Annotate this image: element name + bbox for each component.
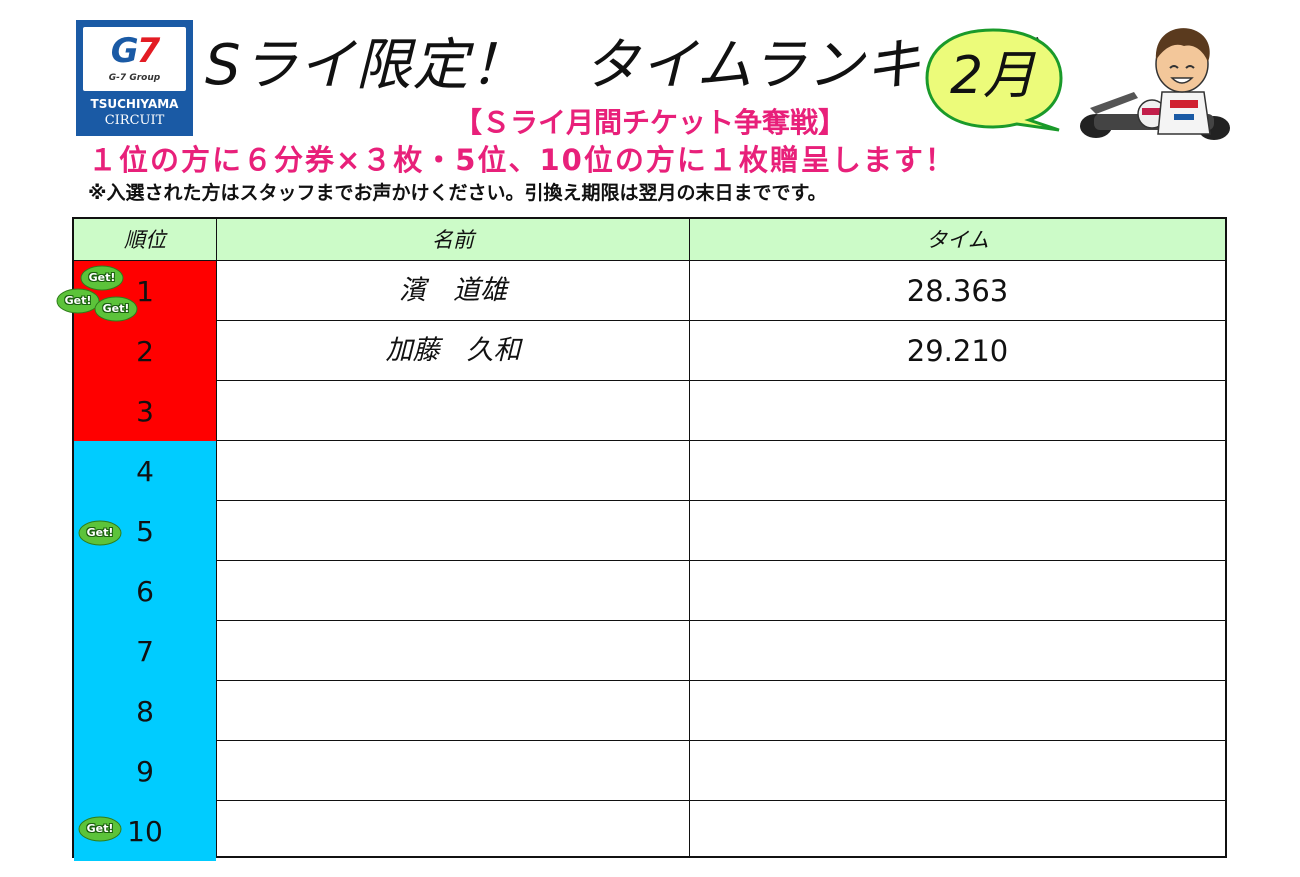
- name-cell: [217, 501, 689, 560]
- rank-cell: 2: [74, 321, 216, 381]
- table-row: 8: [74, 681, 1225, 741]
- time-cell: [690, 681, 1225, 740]
- get-badge: Get!: [78, 520, 122, 546]
- logo-sub: CIRCUIT: [104, 113, 165, 128]
- name-cell: [217, 561, 689, 620]
- ranking-table: 順位 名前 タイム 1 濱 道雄 28.363 2 加藤 久和 29.210 3…: [72, 217, 1227, 861]
- table-row: 1 濱 道雄 28.363: [74, 261, 1225, 321]
- table-row: 5: [74, 501, 1225, 561]
- table-header: 順位 名前 タイム: [74, 219, 1225, 261]
- name-cell: [217, 801, 689, 860]
- get-badge: Get!: [78, 816, 122, 842]
- rank-cell: 4: [74, 441, 216, 501]
- rank-cell: 3: [74, 381, 216, 441]
- rank-cell: 7: [74, 621, 216, 681]
- column-divider: [216, 219, 217, 856]
- name-cell: [217, 621, 689, 680]
- time-cell: [690, 441, 1225, 500]
- name-cell: 加藤 久和: [385, 335, 521, 366]
- speech-bubble-shape: [925, 28, 1063, 132]
- table-row: 10: [74, 801, 1225, 861]
- logo-g7: G7: [110, 31, 161, 71]
- rank-cell: 8: [74, 681, 216, 741]
- get-badge: Get!: [94, 296, 138, 322]
- name-cell: 濱 道雄: [399, 275, 507, 306]
- month-bubble: 2月: [925, 26, 1068, 132]
- time-cell: [690, 801, 1225, 860]
- logo-emblem: G7 G-7 Group: [83, 27, 186, 91]
- time-cell: 29.210: [906, 334, 1009, 368]
- header-time: タイム: [926, 228, 989, 252]
- logo-group-text: G-7 Group: [108, 73, 161, 83]
- tsuchiyama-circuit-logo: G7 G-7 Group TSUCHIYAMA CIRCUIT: [76, 20, 193, 136]
- time-cell: 28.363: [906, 274, 1009, 308]
- name-cell: [217, 441, 689, 500]
- name-cell: [217, 681, 689, 740]
- column-divider: [689, 219, 690, 856]
- table-row: 7: [74, 621, 1225, 681]
- time-cell: [690, 381, 1225, 440]
- prize-description: １位の方に６分券×３枚・5位、10位の方に１枚贈呈します！: [88, 143, 956, 177]
- name-cell: [217, 381, 689, 440]
- time-cell: [690, 741, 1225, 800]
- get-badge: Get!: [80, 265, 124, 291]
- time-cell: [690, 501, 1225, 560]
- table-row: 2 加藤 久和 29.210: [74, 321, 1225, 381]
- name-cell: [217, 741, 689, 800]
- rank-cell: 9: [74, 741, 216, 801]
- table-row: 3: [74, 381, 1225, 441]
- table-row: 9: [74, 741, 1225, 801]
- header-rank: 順位: [124, 228, 166, 252]
- logo-name: TSUCHIYAMA: [90, 97, 179, 111]
- table-row: 6: [74, 561, 1225, 621]
- table-row: 4: [74, 441, 1225, 501]
- time-cell: [690, 561, 1225, 620]
- racer-mascot-illustration: [1074, 22, 1234, 150]
- campaign-subtitle: 【Ｓライ月間チケット争奪戦】: [453, 106, 846, 139]
- header-name: 名前: [432, 228, 474, 252]
- get-badge: Get!: [56, 288, 100, 314]
- month-label: 2月: [949, 46, 1036, 106]
- rank-cell: 6: [74, 561, 216, 621]
- time-cell: [690, 621, 1225, 680]
- redemption-note: ※入選された方はスタッフまでお声かけください。引換え期限は翌月の末日までです。: [88, 182, 827, 204]
- page-title: Sライ限定！ タイムランキング: [205, 33, 1034, 98]
